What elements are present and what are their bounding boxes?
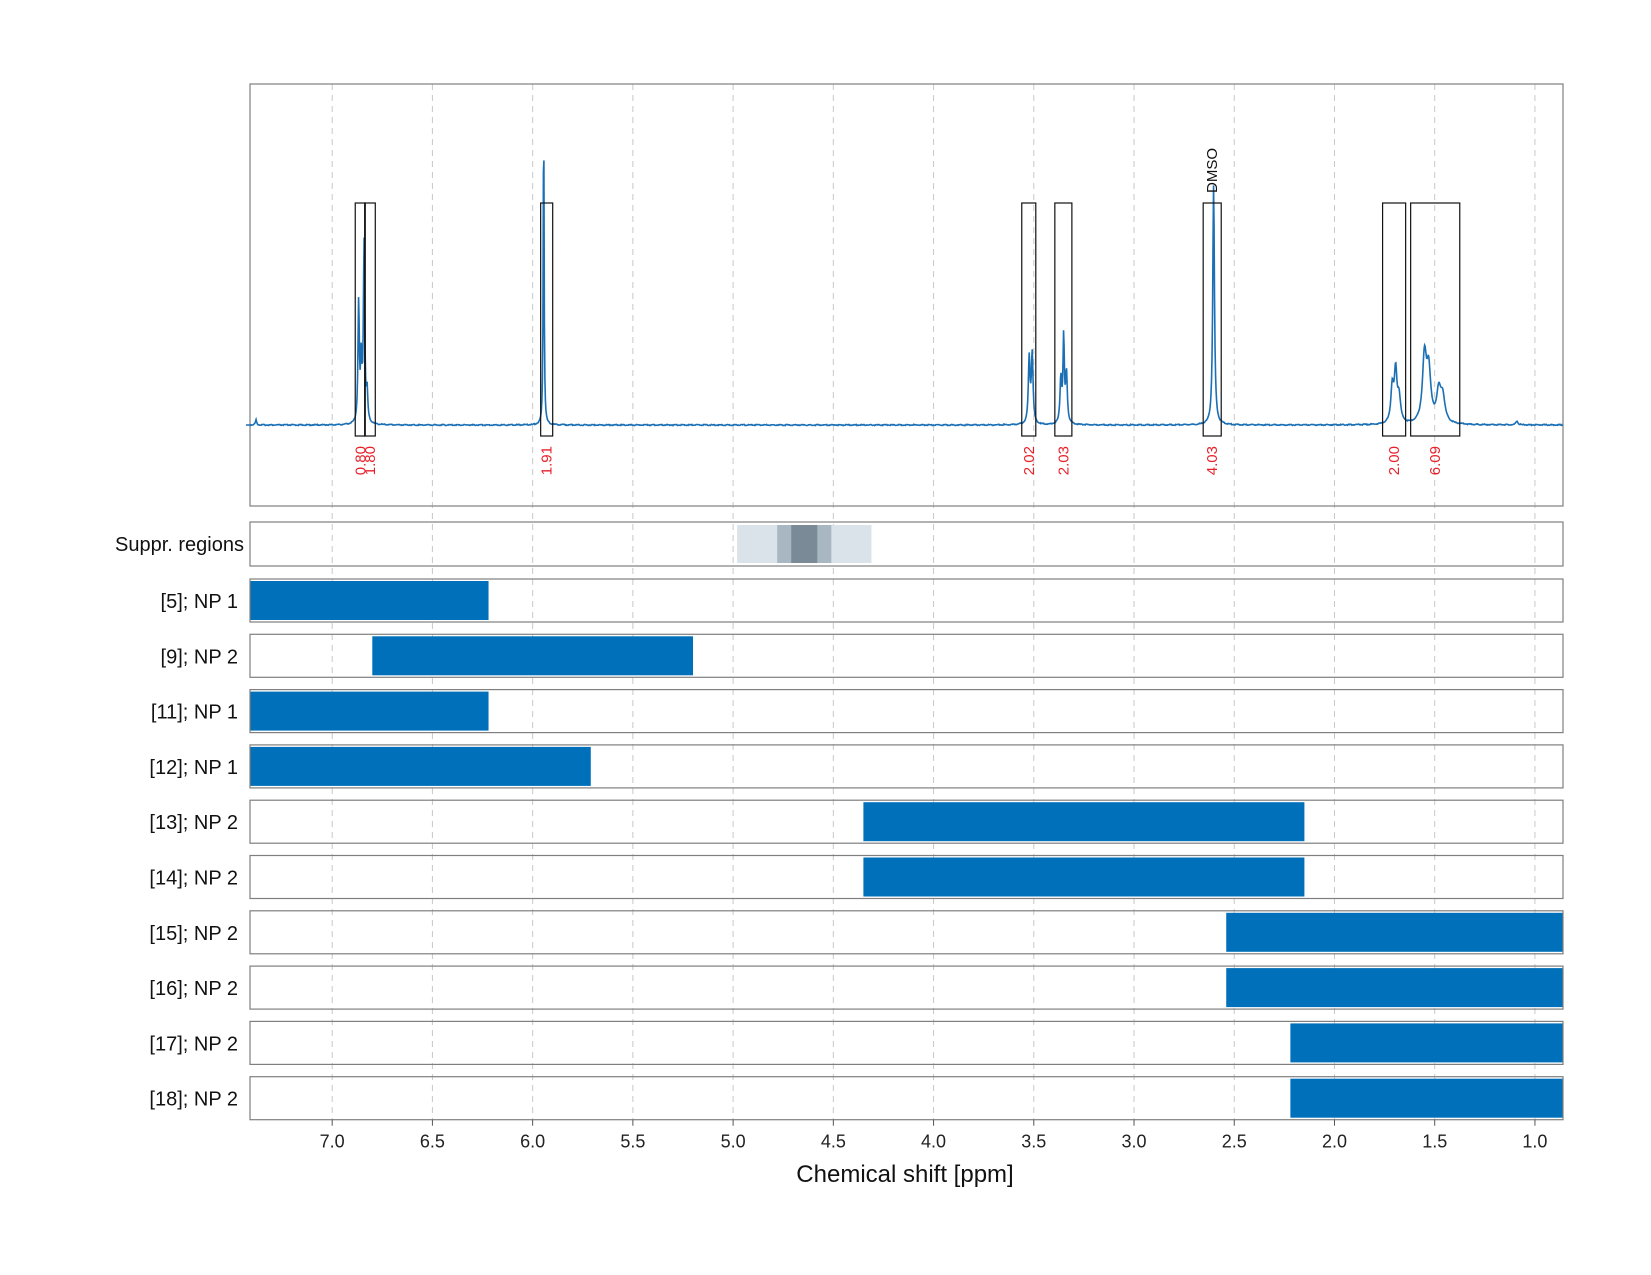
range-label-2: [11]; NP 1 xyxy=(151,702,238,724)
x-tick-label-7: 3.5 xyxy=(1021,1132,1046,1152)
range-row-2: [11]; NP 1 xyxy=(151,688,1564,734)
range-row-8: [17]; NP 2 xyxy=(149,1020,1564,1066)
x-axis-title: Chemical shift [ppm] xyxy=(796,1161,1013,1188)
suppression-regions-panel: Suppr. regions xyxy=(115,521,1564,567)
spectrum-panel: 0.801.80 1.91 2.02 2.03 4.03 2.00 6.09 DMSO xyxy=(246,83,1564,507)
x-tick-label-1: 6.5 xyxy=(420,1132,445,1152)
integration-label-5: 4.03 xyxy=(1204,446,1221,475)
x-tick-label-5: 4.5 xyxy=(821,1132,846,1152)
integration-box-3 xyxy=(1021,202,1037,437)
range-bar-5 xyxy=(863,857,1305,897)
range-series-panels: [5]; NP 1 [9]; NP 2 [11]; NP 1 [12]; NP 1 [1… xyxy=(149,578,1564,1121)
integration-label-3: 2.02 xyxy=(1021,446,1038,475)
range-frame-6 xyxy=(249,910,1564,955)
range-row-4: [13]; NP 2 xyxy=(149,799,1564,844)
integration-box-2 xyxy=(540,202,554,437)
integration-box-1 xyxy=(364,202,376,437)
range-row-9: [18]; NP 2 xyxy=(149,1076,1564,1121)
range-frame-8 xyxy=(249,1020,1564,1066)
integration-box-5 xyxy=(1202,202,1222,437)
range-label-0: [5]; NP 1 xyxy=(161,591,238,613)
range-frame-0 xyxy=(249,578,1564,623)
range-frame-1 xyxy=(249,633,1564,678)
range-label-5: [14]; NP 2 xyxy=(149,868,238,890)
range-frame-3 xyxy=(249,744,1564,789)
range-bar-9 xyxy=(1290,1078,1563,1118)
x-axis: 7.0 6.5 6.0 5.5 5.0 4.5 4.0 3.5 3.0 2.5 2.0 1.5 1.0 xyxy=(320,1119,1547,1152)
annotation-label-0: DMSO xyxy=(1204,148,1221,193)
integration-label-7: 6.09 xyxy=(1427,446,1444,475)
range-bar-6 xyxy=(1226,912,1563,952)
range-label-8: [17]; NP 2 xyxy=(149,1033,238,1055)
x-tick-label-2: 6.0 xyxy=(520,1132,545,1152)
integration-box-6 xyxy=(1381,202,1407,437)
range-row-6: [15]; NP 2 xyxy=(149,910,1564,955)
integration-label-4: 2.03 xyxy=(1055,446,1072,475)
range-bar-3 xyxy=(250,746,591,786)
suppression-band-2 xyxy=(791,525,818,563)
range-label-3: [12]; NP 1 xyxy=(149,757,238,779)
range-frame-4 xyxy=(249,799,1564,844)
x-tick-label-9: 2.5 xyxy=(1222,1132,1247,1152)
x-tick-label-12: 1.0 xyxy=(1522,1132,1547,1152)
integration-box-4 xyxy=(1054,202,1073,437)
suppression-frame xyxy=(249,521,1564,567)
range-label-4: [13]; NP 2 xyxy=(149,812,238,834)
x-tick-label-11: 1.5 xyxy=(1422,1132,1447,1152)
range-label-7: [16]; NP 2 xyxy=(149,978,238,1000)
range-bar-1 xyxy=(372,636,694,676)
range-row-0: [5]; NP 1 xyxy=(161,578,1564,623)
range-frame-9 xyxy=(249,1076,1564,1121)
suppression-label: Suppr. regions xyxy=(115,534,244,556)
spectrum-frame xyxy=(249,83,1564,507)
range-bar-2 xyxy=(250,691,489,731)
range-row-3: [12]; NP 1 xyxy=(149,744,1564,789)
integration-box-7 xyxy=(1410,202,1461,437)
range-row-5: [14]; NP 2 xyxy=(149,854,1564,900)
range-row-7: [16]; NP 2 xyxy=(149,965,1564,1010)
range-bar-8 xyxy=(1290,1023,1563,1063)
range-label-9: [18]; NP 2 xyxy=(149,1089,238,1111)
x-tick-label-8: 3.0 xyxy=(1122,1132,1147,1152)
range-bar-7 xyxy=(1226,968,1563,1008)
x-tick-label-3: 5.5 xyxy=(620,1132,645,1152)
x-tick-label-0: 7.0 xyxy=(320,1132,345,1152)
integration-label-1: 1.80 xyxy=(362,446,379,475)
range-frame-5 xyxy=(249,854,1564,900)
range-bar-4 xyxy=(863,802,1305,842)
integration-label-6: 2.00 xyxy=(1386,446,1403,475)
x-tick-label-10: 2.0 xyxy=(1322,1132,1347,1152)
range-label-1: [9]; NP 2 xyxy=(161,646,238,668)
range-frame-7 xyxy=(249,965,1564,1010)
range-frame-2 xyxy=(249,688,1564,734)
range-row-1: [9]; NP 2 xyxy=(161,633,1564,678)
range-bar-0 xyxy=(250,581,489,620)
x-tick-label-4: 5.0 xyxy=(721,1132,746,1152)
integration-box-0 xyxy=(354,202,366,437)
x-tick-label-6: 4.0 xyxy=(921,1132,946,1152)
range-label-6: [15]; NP 2 xyxy=(149,923,238,945)
grid-lines xyxy=(331,84,1536,1120)
spectrum-line xyxy=(249,160,1564,427)
integration-label-0: 0.80 xyxy=(352,446,369,475)
integration-label-2: 1.91 xyxy=(539,446,556,475)
